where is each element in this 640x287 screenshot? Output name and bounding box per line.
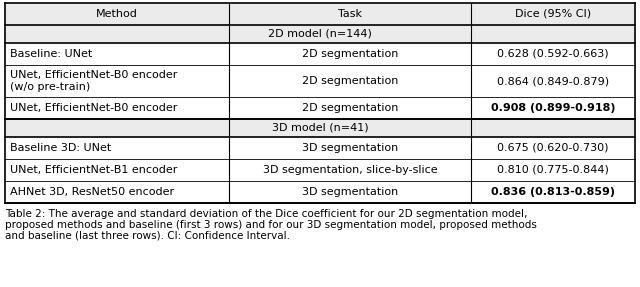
Text: 2D segmentation: 2D segmentation bbox=[301, 103, 398, 113]
Text: and baseline (last three rows). CI: Confidence Interval.: and baseline (last three rows). CI: Conf… bbox=[5, 231, 290, 241]
Bar bbox=[5, 3, 635, 25]
Text: 3D segmentation, slice-by-slice: 3D segmentation, slice-by-slice bbox=[262, 165, 437, 175]
Text: 3D segmentation: 3D segmentation bbox=[302, 143, 398, 153]
Bar bbox=[5, 25, 635, 43]
Text: 0.628 (0.592-0.663): 0.628 (0.592-0.663) bbox=[497, 49, 609, 59]
Text: 2D segmentation: 2D segmentation bbox=[301, 76, 398, 86]
Text: Dice (95% CI): Dice (95% CI) bbox=[515, 9, 591, 19]
Text: 3D segmentation: 3D segmentation bbox=[302, 187, 398, 197]
Bar bbox=[5, 119, 635, 137]
Text: 2D segmentation: 2D segmentation bbox=[301, 49, 398, 59]
Text: Method: Method bbox=[96, 9, 138, 19]
Text: 2D model (n=144): 2D model (n=144) bbox=[268, 29, 372, 39]
Text: Baseline: UNet: Baseline: UNet bbox=[10, 49, 92, 59]
Text: AHNet 3D, ResNet50 encoder: AHNet 3D, ResNet50 encoder bbox=[10, 187, 174, 197]
Text: UNet, EfficientNet-B0 encoder: UNet, EfficientNet-B0 encoder bbox=[10, 103, 177, 113]
Text: 0.836 (0.813-0.859): 0.836 (0.813-0.859) bbox=[491, 187, 615, 197]
Text: 0.675 (0.620-0.730): 0.675 (0.620-0.730) bbox=[497, 143, 609, 153]
Text: UNet, EfficientNet-B1 encoder: UNet, EfficientNet-B1 encoder bbox=[10, 165, 177, 175]
Text: 0.810 (0.775-0.844): 0.810 (0.775-0.844) bbox=[497, 165, 609, 175]
Text: 3D model (n=41): 3D model (n=41) bbox=[272, 123, 368, 133]
Text: 0.864 (0.849-0.879): 0.864 (0.849-0.879) bbox=[497, 76, 609, 86]
Text: Table 2: The average and standard deviation of the Dice coefficient for our 2D s: Table 2: The average and standard deviat… bbox=[5, 209, 527, 219]
Text: UNet, EfficientNet-B0 encoder
(w/o pre-train): UNet, EfficientNet-B0 encoder (w/o pre-t… bbox=[10, 70, 177, 92]
Text: proposed methods and baseline (first 3 rows) and for our 3D segmentation model, : proposed methods and baseline (first 3 r… bbox=[5, 220, 537, 230]
Text: 0.908 (0.899-0.918): 0.908 (0.899-0.918) bbox=[491, 103, 615, 113]
Text: Baseline 3D: UNet: Baseline 3D: UNet bbox=[10, 143, 111, 153]
Text: Task: Task bbox=[338, 9, 362, 19]
